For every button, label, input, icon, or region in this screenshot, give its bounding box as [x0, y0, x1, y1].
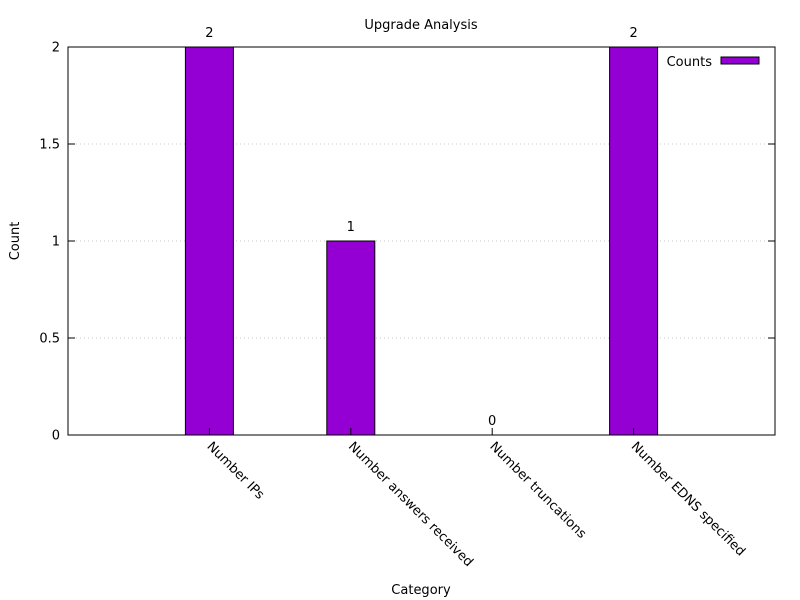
x-tick-label-3: Number EDNS specified	[628, 439, 748, 559]
x-tick-label-1: Number answers received	[345, 439, 476, 570]
y-tick-label-1: 0.5	[39, 332, 60, 347]
y-tick-label-3: 1.5	[39, 138, 60, 153]
x-tick-label-0: Number IPs	[204, 439, 267, 502]
bar-1	[326, 240, 376, 436]
data-label-0: 2	[205, 26, 213, 41]
data-label-1: 1	[347, 220, 355, 235]
bar-3	[609, 46, 659, 436]
legend: Counts	[667, 55, 760, 70]
y-axis-label: Count	[8, 222, 23, 261]
legend-label-counts: Counts	[667, 55, 713, 70]
ticks-layer	[68, 46, 775, 436]
x-tick-label-2: Number truncations	[486, 439, 589, 542]
y-tick-label-4: 2	[52, 41, 60, 56]
data-label-2: 0	[488, 414, 496, 429]
y-tick-label-2: 1	[52, 235, 60, 250]
y-tick-label-0: 0	[52, 429, 60, 444]
grid-layer	[68, 143, 775, 339]
data-label-3: 2	[629, 26, 637, 41]
legend-swatch-counts	[720, 56, 760, 65]
chart-title: Upgrade Analysis	[364, 18, 478, 33]
x-axis-label: Category	[391, 583, 451, 598]
bar-0	[184, 46, 234, 436]
